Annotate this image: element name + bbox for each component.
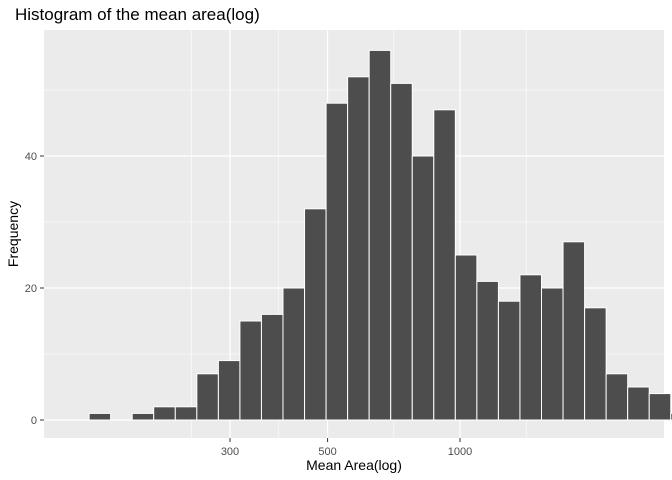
histogram-bar (454, 254, 478, 421)
histogram-bar (541, 287, 564, 421)
histogram-bar (627, 386, 650, 421)
histogram-bar (670, 412, 672, 421)
histogram-bar (390, 82, 413, 421)
histogram-bar (217, 360, 241, 421)
histogram-bar (153, 406, 176, 421)
histogram-bar (88, 412, 112, 421)
bars (88, 49, 672, 421)
histogram-bar (347, 76, 370, 421)
histogram-bar (584, 307, 607, 421)
axes: 0 20 40 300 500 1000 (25, 151, 472, 458)
histogram-bar (196, 373, 219, 421)
histogram-bar (605, 373, 629, 421)
histogram-bar (174, 406, 198, 421)
histogram-bar (368, 49, 392, 421)
histogram-bar (411, 155, 435, 421)
histogram-bar (497, 300, 521, 421)
histogram-bar (476, 280, 499, 421)
y-tick-label: 0 (31, 415, 37, 427)
histogram-bar (282, 287, 306, 421)
histogram-bar (260, 313, 284, 421)
histogram-bar (562, 241, 586, 421)
histogram-bar (433, 109, 456, 421)
x-tick-label: 1000 (448, 446, 472, 458)
histogram-bar (131, 412, 155, 421)
chart-title: Histogram of the mean area(log) (15, 5, 260, 24)
histogram-bar (519, 274, 543, 421)
y-tick-label: 20 (25, 283, 37, 295)
histogram-bar (239, 320, 262, 421)
x-tick-label: 300 (221, 446, 239, 458)
y-tick-label: 40 (25, 151, 37, 163)
histogram-bar (325, 102, 349, 421)
histogram-bar (304, 208, 327, 421)
x-axis-title: Mean Area(log) (306, 457, 402, 473)
x-tick-label: 500 (318, 446, 336, 458)
y-axis-title: Frequency (5, 201, 21, 267)
histogram-bar (648, 393, 672, 421)
